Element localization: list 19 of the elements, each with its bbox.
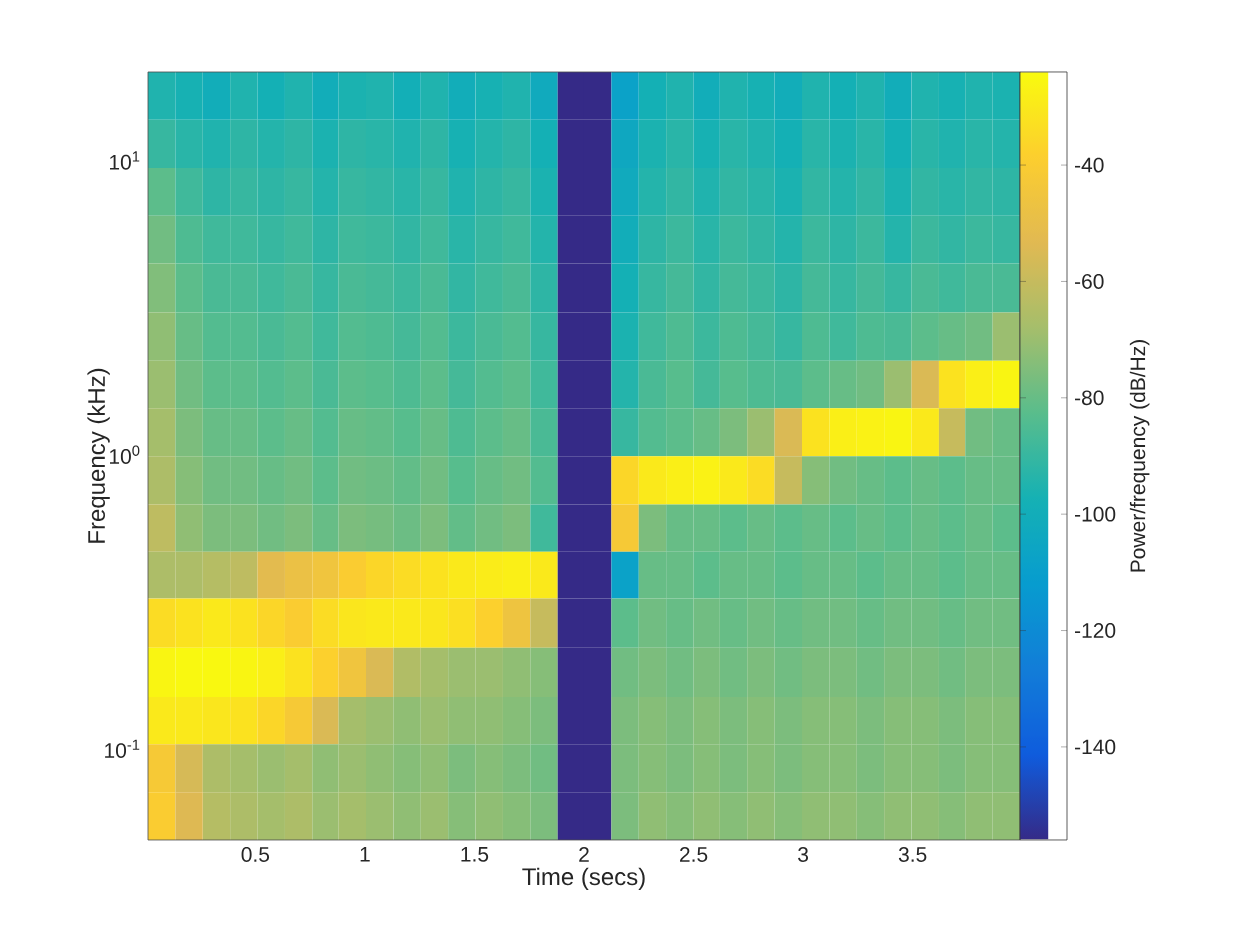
color-bar-label: -140 [1075, 739, 1116, 755]
color-bar-label: -60 [1075, 274, 1104, 289]
x-tick-label: 0.5 [241, 847, 270, 862]
color-bar-label: -80 [1075, 390, 1104, 406]
y-axis-title: Frequency (kHz) [87, 368, 110, 543]
x-axis-title: Time (secs) [522, 867, 645, 890]
color-bar-label: -100 [1075, 506, 1116, 522]
y-tick-label: 10$^{1}$ [110, 151, 140, 170]
x-tick-label: 2 [579, 847, 589, 862]
color-bar-title: Power/frequency (dB/Hz) [1129, 340, 1150, 572]
x-tick-label: 1.5 [461, 847, 489, 862]
x-tick-label: 1 [360, 847, 370, 862]
color-bar-label: -120 [1075, 623, 1116, 638]
x-tick-label: 2.5 [680, 847, 708, 862]
color-bar-label: -40 [1075, 157, 1104, 173]
x-tick-label: 3.5 [898, 847, 927, 862]
y-tick-label: 10$^{-1}$ [105, 739, 140, 758]
y-tick-label: 10$^{0}$ [110, 445, 140, 464]
x-tick-label: 3 [798, 847, 809, 862]
